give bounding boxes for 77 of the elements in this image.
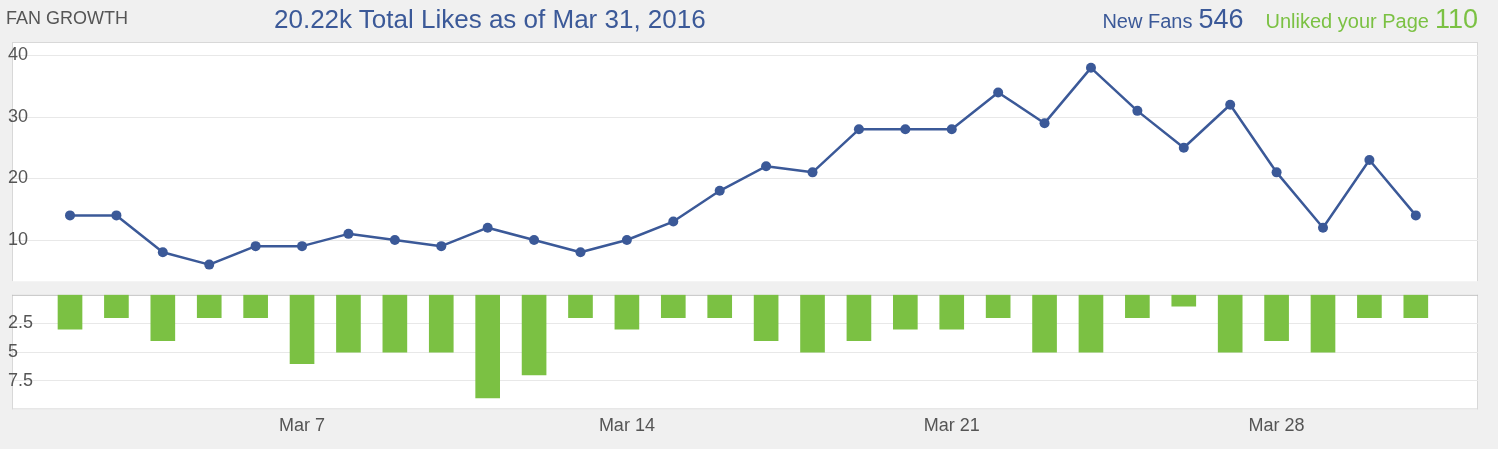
- x-tick-label: Mar 28: [1248, 415, 1305, 436]
- point: [1132, 105, 1143, 116]
- bar: [196, 294, 222, 319]
- bar: [289, 294, 315, 364]
- point: [993, 87, 1004, 98]
- point: [157, 247, 168, 258]
- bar: [893, 294, 918, 330]
- point: [482, 222, 493, 233]
- point: [297, 241, 308, 252]
- point: [250, 241, 261, 252]
- bar: [521, 294, 547, 376]
- bar: [57, 294, 83, 330]
- bar: [150, 294, 176, 341]
- bar: [428, 294, 454, 353]
- bar: [614, 294, 640, 330]
- point: [946, 124, 957, 135]
- point: [1225, 99, 1236, 110]
- y-tick-label: 2.5: [8, 312, 34, 333]
- point: [436, 241, 447, 252]
- point: [1364, 155, 1375, 166]
- bar: [1032, 294, 1057, 353]
- point: [714, 185, 725, 196]
- bar: [1217, 294, 1243, 353]
- bar: [1357, 294, 1382, 319]
- bar: [1310, 294, 1336, 353]
- bar: [243, 294, 268, 319]
- x-tick-label: Mar 14: [598, 415, 655, 436]
- bar: [985, 294, 1011, 319]
- bar: [846, 294, 872, 341]
- y-tick-label: 30: [8, 105, 29, 126]
- point: [343, 228, 354, 239]
- point: [1318, 222, 1328, 233]
- point: [1039, 118, 1050, 129]
- text: 546: [1198, 4, 1244, 34]
- bar: [568, 294, 593, 319]
- chart-subtitle: 20.22k Total Likes as of Mar 31, 2016: [274, 4, 706, 35]
- bar: [753, 294, 779, 341]
- bar: [1078, 294, 1104, 353]
- bar: [336, 294, 361, 353]
- y-tick-label: 5: [8, 341, 19, 362]
- x-tick-label: Mar 7: [279, 415, 326, 436]
- bar: [1264, 294, 1289, 341]
- x-tick-label: Mar 21: [923, 415, 980, 436]
- bar: [707, 294, 733, 319]
- bar: [1125, 294, 1150, 319]
- point: [65, 210, 76, 221]
- point: [1178, 142, 1189, 153]
- text: Unliked your Page: [1265, 10, 1429, 32]
- y-tick-label: 20: [8, 167, 29, 188]
- point: [1410, 210, 1421, 221]
- chart-title: FAN GROWTH: [6, 8, 128, 29]
- bar: [104, 294, 129, 319]
- point: [900, 124, 911, 135]
- point: [529, 235, 540, 245]
- point: [389, 235, 400, 245]
- y-tick-label: 7.5: [8, 369, 34, 390]
- bar: [939, 294, 965, 330]
- bar: [660, 294, 686, 319]
- bar: [800, 294, 825, 353]
- point: [761, 161, 772, 172]
- point: [621, 235, 632, 245]
- text: 110: [1434, 4, 1478, 34]
- bar: [382, 294, 408, 353]
- point: [204, 259, 215, 270]
- y-tick-label: 10: [8, 228, 29, 249]
- y-tick-label: 40: [8, 44, 29, 65]
- bar: [1403, 294, 1429, 319]
- point: [1085, 62, 1096, 73]
- point: [668, 216, 679, 227]
- bar: [1171, 294, 1197, 307]
- point: [575, 247, 586, 258]
- series-label: New Fans: [1102, 10, 1193, 32]
- point: [853, 124, 864, 135]
- bar: [475, 294, 500, 399]
- point: [1271, 167, 1282, 178]
- point: [111, 210, 122, 221]
- point: [807, 167, 818, 178]
